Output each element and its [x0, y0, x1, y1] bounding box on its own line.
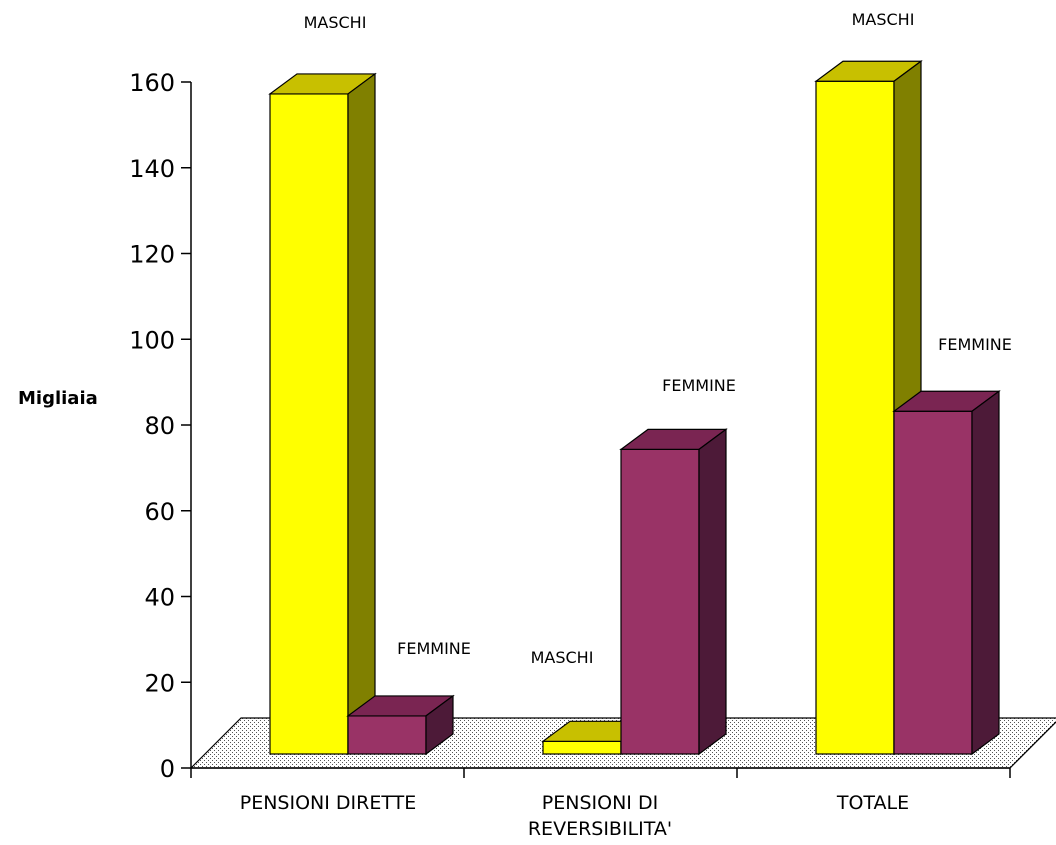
category-labels: PENSIONI DIRETTE PENSIONI DI REVERSIBILITA… — [240, 792, 909, 840]
bar — [269, 93, 349, 755]
y-tick-label: 60 — [144, 498, 175, 526]
bar-side — [971, 390, 1000, 756]
bar-series-label: MASCHI — [852, 10, 915, 29]
bar-labels: MASCHI FEMMINE MASCHI FEMMINE MASCHI FEMMINE — [304, 10, 1012, 667]
category-label: PENSIONI DI REVERSIBILITA' — [528, 792, 672, 840]
y-axis-label: Migliaia — [18, 388, 98, 409]
y-tick-label: 20 — [144, 669, 175, 697]
bar — [542, 740, 622, 755]
y-tick-label: 80 — [144, 412, 175, 440]
y-ticks: 0 20 40 60 80 100 120 140 160 — [129, 69, 191, 783]
y-tick-label: 140 — [129, 155, 175, 183]
bar-side — [347, 72, 376, 756]
bar-side — [698, 428, 727, 756]
bar — [815, 80, 895, 755]
bar-series-label: FEMMINE — [938, 335, 1012, 354]
bar-series-label: MASCHI — [531, 648, 594, 667]
y-tick-label: 120 — [129, 241, 175, 269]
bar-series-label: FEMMINE — [397, 639, 471, 658]
bar-series-label: FEMMINE — [662, 376, 736, 395]
bar-series-label: MASCHI — [304, 13, 367, 32]
bar-side — [425, 694, 454, 756]
y-tick-label: 100 — [129, 326, 175, 354]
x-ticks — [190, 768, 1011, 778]
bars — [268, 60, 1001, 756]
bar — [620, 448, 700, 755]
bar — [347, 715, 427, 755]
y-tick-label: 0 — [160, 755, 175, 783]
y-tick-label: 160 — [129, 69, 175, 97]
category-label: TOTALE — [836, 792, 909, 814]
y-tick-label: 40 — [144, 584, 175, 612]
category-label: PENSIONI DIRETTE — [240, 792, 416, 814]
bar — [893, 410, 973, 755]
